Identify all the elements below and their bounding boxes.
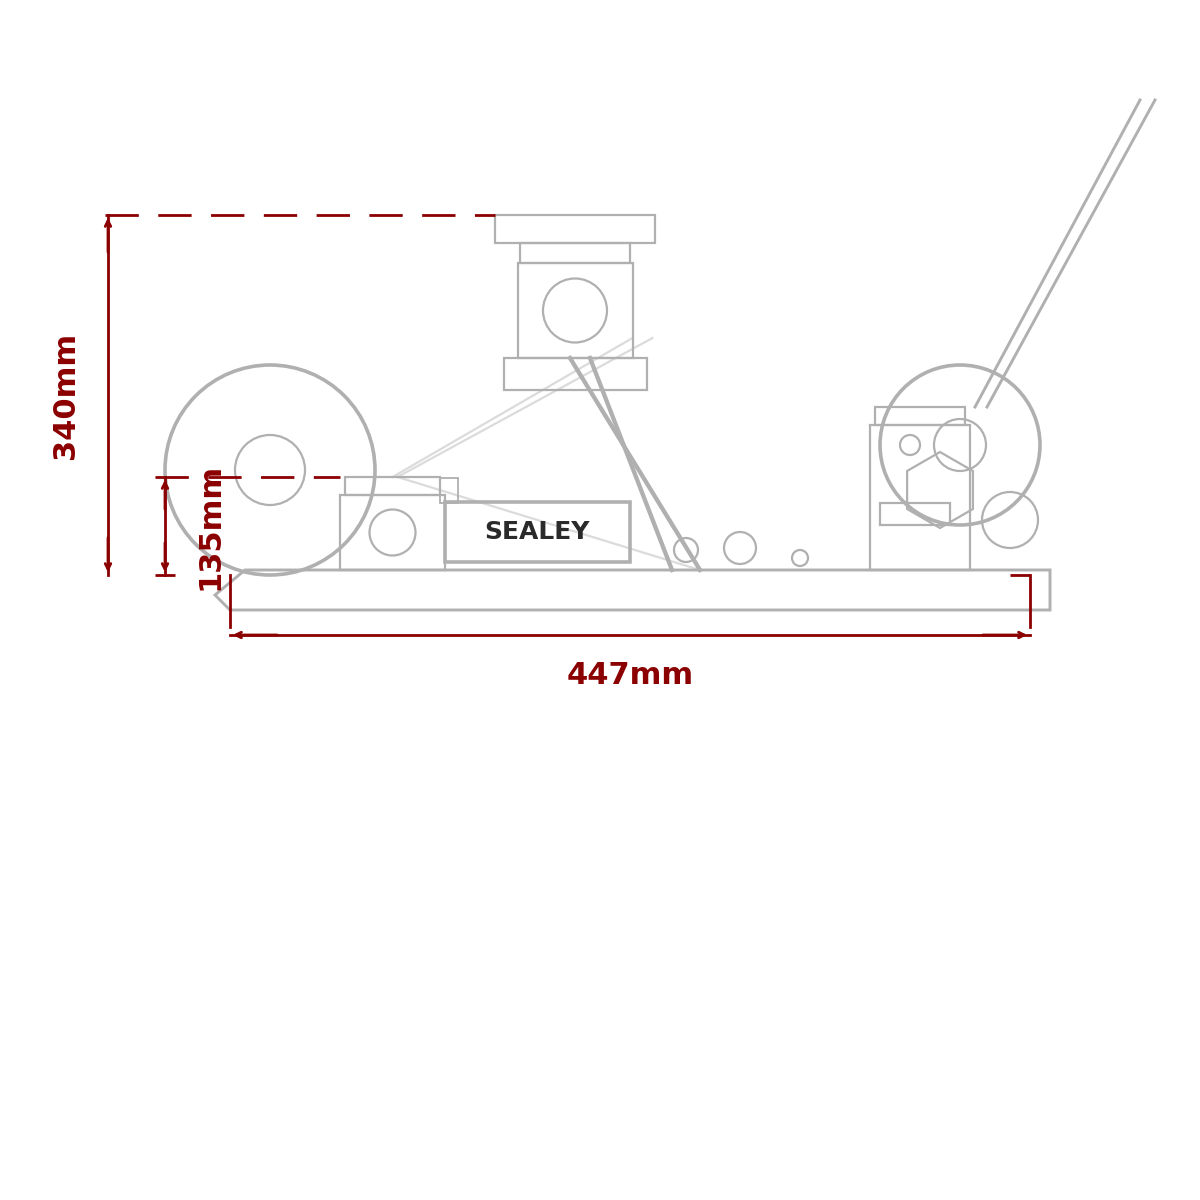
Bar <box>340 494 445 570</box>
Bar <box>504 358 647 390</box>
Text: SEALEY: SEALEY <box>485 520 590 544</box>
Bar <box>346 476 440 494</box>
Text: 447mm: 447mm <box>566 660 694 690</box>
Bar <box>440 478 458 503</box>
Bar <box>870 425 970 570</box>
Bar <box>880 503 950 526</box>
Text: 340mm: 340mm <box>52 331 80 458</box>
Bar <box>520 242 630 263</box>
Bar <box>496 215 655 242</box>
Bar <box>875 407 965 425</box>
Bar <box>517 263 632 358</box>
Text: 135mm: 135mm <box>196 462 224 589</box>
Bar <box>445 502 630 562</box>
